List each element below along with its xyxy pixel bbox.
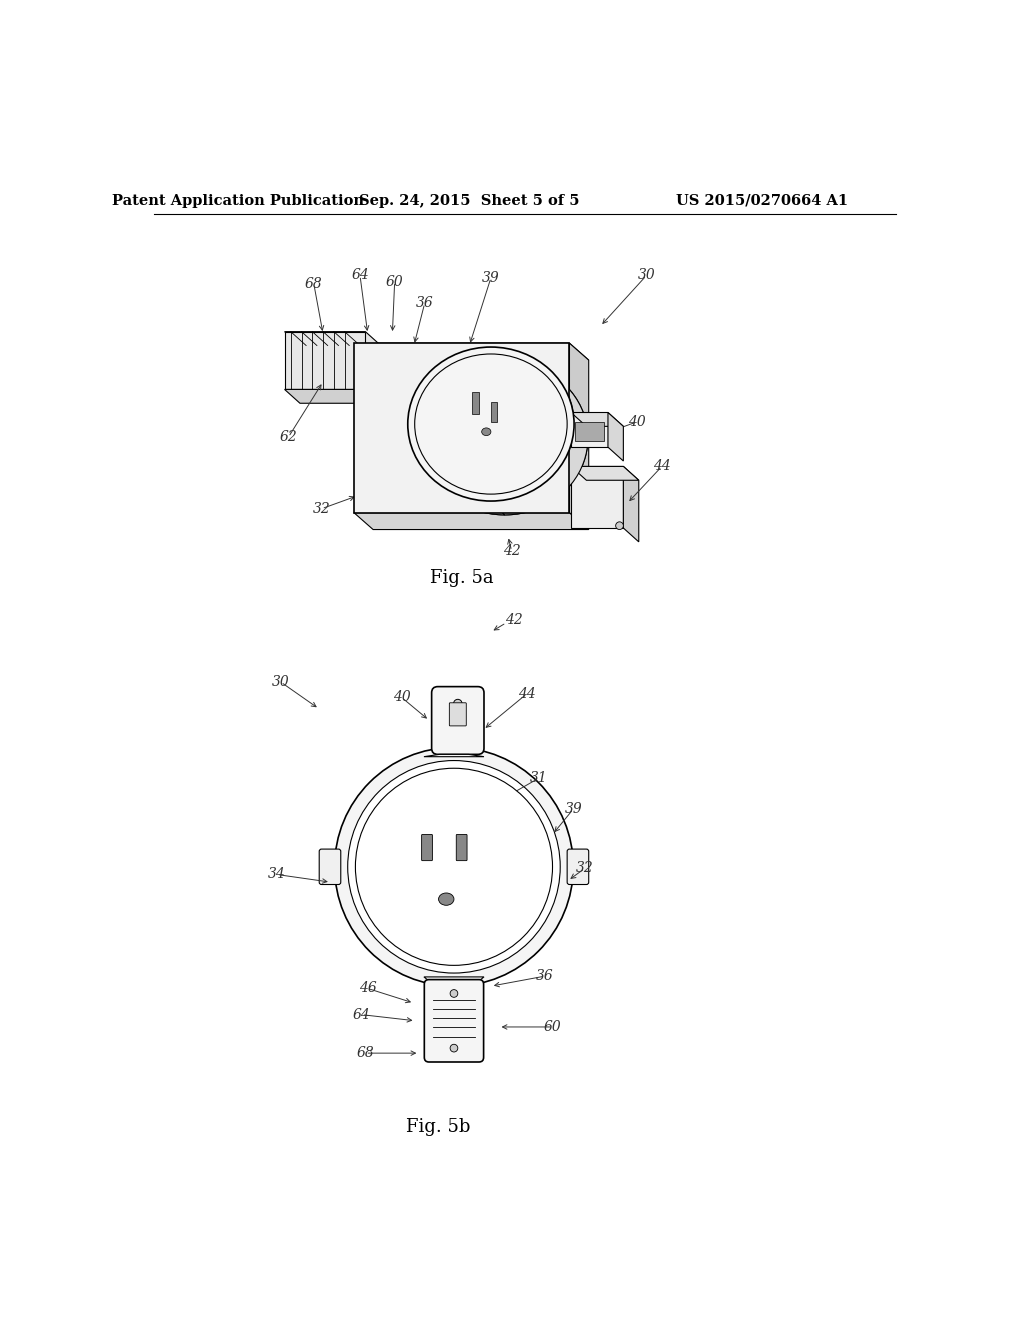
Polygon shape: [490, 347, 588, 515]
Text: 40: 40: [393, 690, 411, 705]
Polygon shape: [285, 331, 381, 346]
FancyBboxPatch shape: [422, 834, 432, 861]
Text: 30: 30: [271, 675, 290, 689]
Text: 68: 68: [305, 277, 323, 290]
Ellipse shape: [422, 360, 588, 515]
Polygon shape: [285, 331, 366, 389]
Circle shape: [451, 1044, 458, 1052]
FancyBboxPatch shape: [319, 849, 341, 884]
Text: 42: 42: [503, 544, 520, 558]
Text: 31: 31: [529, 771, 548, 785]
Polygon shape: [354, 512, 589, 529]
Text: 60: 60: [386, 275, 403, 289]
FancyBboxPatch shape: [457, 834, 467, 861]
Polygon shape: [424, 755, 484, 756]
Polygon shape: [569, 343, 589, 529]
Text: Fig. 5a: Fig. 5a: [430, 569, 494, 587]
Text: 62: 62: [280, 430, 297, 444]
Polygon shape: [624, 466, 639, 543]
Text: Fig. 5b: Fig. 5b: [407, 1118, 471, 1137]
Text: 44: 44: [518, 686, 536, 701]
Polygon shape: [472, 392, 479, 414]
FancyBboxPatch shape: [432, 686, 484, 755]
Text: 46: 46: [358, 982, 377, 995]
Text: 40: 40: [629, 414, 646, 429]
Polygon shape: [571, 466, 639, 480]
Text: 39: 39: [482, 271, 500, 285]
Ellipse shape: [348, 760, 560, 973]
Text: 32: 32: [575, 862, 594, 875]
Polygon shape: [608, 412, 624, 461]
Polygon shape: [424, 977, 484, 989]
Polygon shape: [571, 412, 608, 447]
Ellipse shape: [408, 347, 574, 502]
Polygon shape: [408, 347, 505, 515]
Circle shape: [615, 521, 624, 529]
Polygon shape: [354, 343, 589, 360]
Ellipse shape: [355, 768, 553, 965]
Text: 34: 34: [268, 867, 286, 882]
Polygon shape: [571, 412, 624, 426]
Text: 42: 42: [505, 614, 523, 627]
Ellipse shape: [438, 892, 454, 906]
FancyBboxPatch shape: [424, 979, 483, 1063]
Text: 32: 32: [312, 502, 331, 516]
Text: 64: 64: [352, 1007, 371, 1022]
Ellipse shape: [481, 428, 490, 436]
Text: 36: 36: [416, 296, 433, 310]
Polygon shape: [574, 422, 604, 441]
Polygon shape: [285, 389, 381, 404]
Text: 36: 36: [536, 969, 554, 983]
Ellipse shape: [335, 747, 573, 986]
Text: Patent Application Publication: Patent Application Publication: [113, 194, 365, 207]
FancyBboxPatch shape: [567, 849, 589, 884]
Text: Sep. 24, 2015  Sheet 5 of 5: Sep. 24, 2015 Sheet 5 of 5: [359, 194, 580, 207]
Text: 44: 44: [653, 459, 671, 474]
Text: 39: 39: [564, 803, 583, 816]
Text: 64: 64: [351, 268, 369, 282]
Polygon shape: [490, 401, 497, 422]
FancyBboxPatch shape: [450, 702, 466, 726]
Text: 30: 30: [638, 268, 655, 282]
Polygon shape: [571, 466, 624, 528]
Circle shape: [454, 700, 462, 708]
Circle shape: [451, 990, 458, 998]
Text: 68: 68: [356, 1047, 375, 1060]
Text: US 2015/0270664 A1: US 2015/0270664 A1: [676, 194, 848, 207]
Polygon shape: [354, 343, 569, 512]
Text: 60: 60: [544, 1020, 561, 1034]
